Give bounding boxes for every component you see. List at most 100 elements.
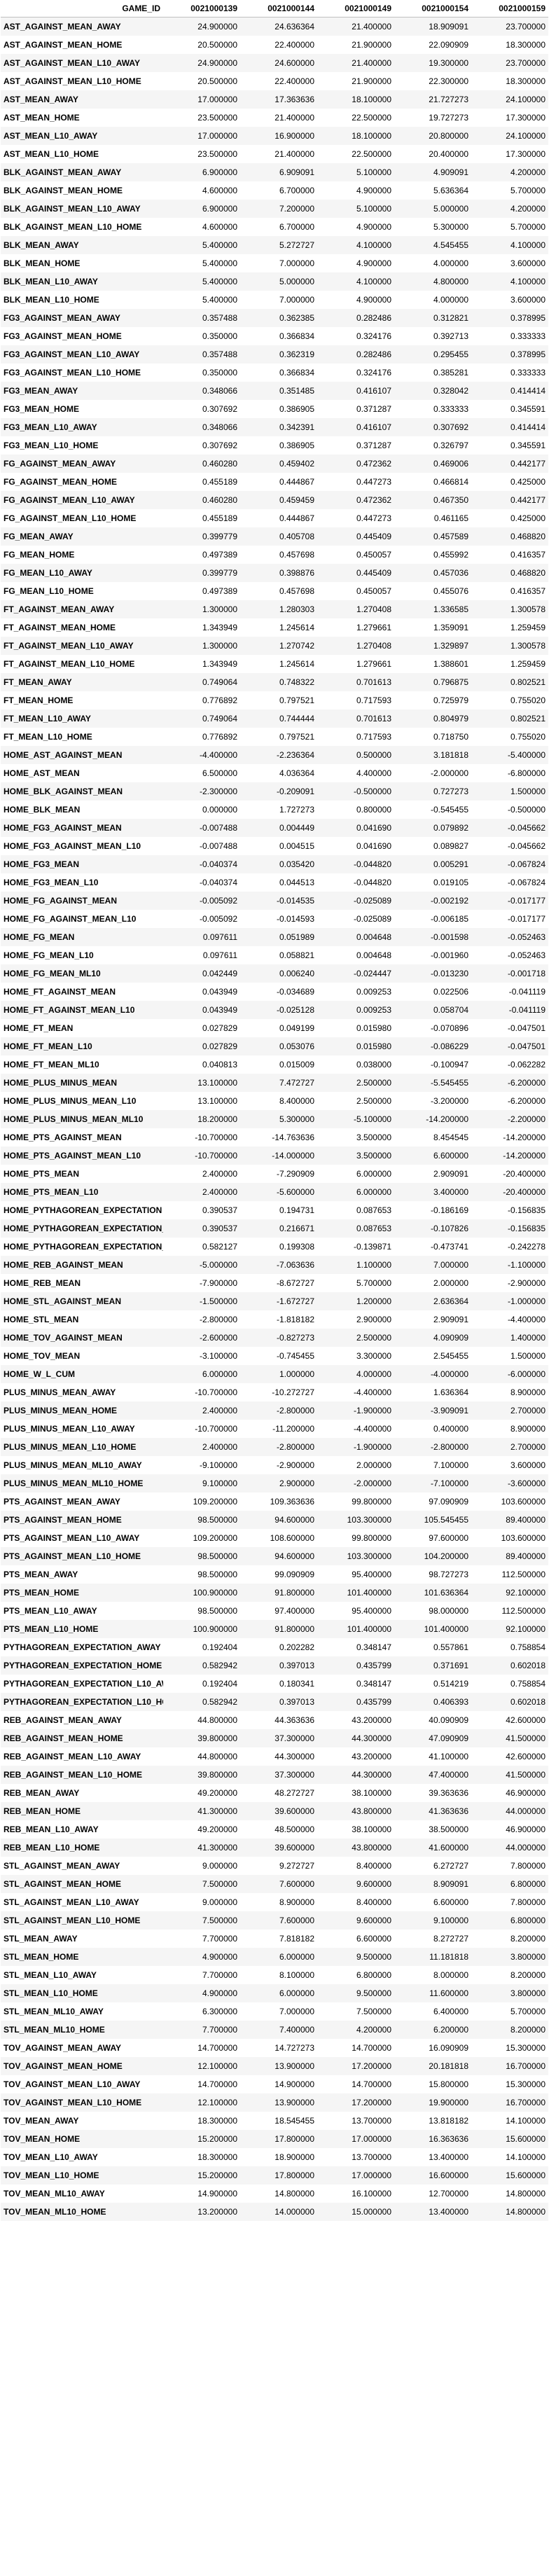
table-cell: 5.000000 [433, 204, 468, 214]
table-cell: 0.015980 [356, 1041, 391, 1051]
table-cell: 0.416357 [510, 550, 545, 560]
table-cell: 17.800000 [274, 2170, 314, 2180]
table-cell: 1.400000 [510, 1333, 545, 1343]
table-cell: 46.900000 [506, 1824, 545, 1834]
table-cell: 47.400000 [429, 1770, 468, 1780]
table-cell: 14.700000 [352, 2043, 391, 2053]
table-cell: 0.416107 [356, 386, 391, 396]
table-cell: 0.455076 [433, 586, 468, 596]
table-row: HOME_STL_MEAN -2.800000 -1.818182 2.900000 2… [1, 1310, 548, 1329]
table-row: HOME_PYTHAGOREAN_EXPECTATION 0.390537 0.19… [1, 1201, 548, 1219]
table-cell: 1.200000 [356, 1296, 391, 1306]
row-label: FG3_AGAINST_MEAN_L10_HOME [4, 368, 141, 378]
table-cell: 0.755020 [510, 732, 545, 742]
table-cell: -1.900000 [353, 1406, 391, 1415]
row-label: AST_MEAN_L10_AWAY [4, 131, 98, 141]
table-cell: 0.202282 [279, 1642, 314, 1652]
table-cell: 24.636364 [274, 22, 314, 32]
column-header: 0021000154 [394, 0, 471, 18]
table-cell: 0.027829 [202, 1041, 237, 1051]
table-row: HOME_FT_AGAINST_MEAN_L10 0.043949 -0.02512… [1, 1001, 548, 1019]
table-cell: -2.200000 [507, 1114, 545, 1124]
table-cell: -14.200000 [503, 1133, 545, 1142]
table-cell: 9.100000 [202, 1479, 237, 1488]
table-cell: 6.800000 [510, 1879, 545, 1889]
table-cell: 0.472362 [356, 459, 391, 469]
table-cell: 20.800000 [429, 131, 468, 141]
table-cell: -0.086229 [430, 1041, 468, 1051]
row-label: REB_AGAINST_MEAN_L10_AWAY [4, 1752, 141, 1761]
table-cell: -0.002192 [430, 896, 468, 906]
table-cell: -0.005092 [199, 914, 237, 924]
table-cell: 17.363636 [274, 95, 314, 104]
table-row: FT_AGAINST_MEAN_HOME 1.343949 1.245614 1.27… [1, 618, 548, 637]
table-cell: 0.004515 [279, 841, 314, 851]
table-cell: 3.400000 [433, 1187, 468, 1197]
table-cell: 6.800000 [510, 1916, 545, 1925]
table-row: FT_MEAN_HOME 0.776892 0.797521 0.717593 0.72… [1, 691, 548, 709]
table-cell: 0.472362 [356, 495, 391, 505]
table-cell: 22.400000 [274, 76, 314, 86]
table-cell: 0.192404 [202, 1679, 237, 1689]
table-cell: 4.909091 [433, 167, 468, 177]
table-cell: 0.044513 [279, 878, 314, 887]
table-cell: 44.800000 [197, 1752, 237, 1761]
table-row: HOME_AST_MEAN 6.500000 4.036364 4.400000 -2.… [1, 764, 548, 782]
table-cell: 0.497389 [202, 586, 237, 596]
table-cell: 13.100000 [197, 1096, 237, 1106]
table-cell: -0.473741 [430, 1242, 468, 1252]
table-cell: 17.200000 [352, 2061, 391, 2071]
table-cell: 2.000000 [433, 1278, 468, 1288]
table-cell: -2.900000 [276, 1460, 314, 1470]
table-cell: 19.300000 [429, 58, 468, 68]
table-row: HOME_PTS_MEAN 2.400000 -7.290909 6.000000 2.… [1, 1165, 548, 1183]
table-cell: 1.636364 [433, 1387, 468, 1397]
table-cell: 0.345591 [510, 441, 545, 450]
table-cell: 0.602018 [510, 1661, 545, 1670]
table-cell: 22.500000 [352, 149, 391, 159]
table-cell: 109.200000 [193, 1497, 237, 1507]
table-cell: 18.909091 [429, 22, 468, 32]
table-cell: 0.087653 [356, 1224, 391, 1233]
table-cell: 6.909091 [279, 167, 314, 177]
table-cell: 11.181818 [429, 1952, 468, 1962]
table-cell: -0.014593 [276, 914, 314, 924]
table-cell: -0.242278 [507, 1242, 545, 1252]
table-cell: 0.079892 [433, 823, 468, 833]
table-row: STL_MEAN_ML10_AWAY 6.300000 7.000000 7.5000… [1, 2002, 548, 2021]
row-label: HOME_FT_MEAN_ML10 [4, 1060, 99, 1069]
table-cell: 95.400000 [352, 1570, 391, 1579]
table-cell: 0.328042 [433, 386, 468, 396]
table-cell: 48.500000 [274, 1824, 314, 1834]
table-cell: 4.600000 [202, 222, 237, 232]
table-cell: 14.900000 [197, 2189, 237, 2198]
table-cell: 44.300000 [352, 1733, 391, 1743]
table-cell: 0.015980 [356, 1023, 391, 1033]
table-cell: 23.500000 [197, 113, 237, 123]
table-cell: 0.004449 [279, 823, 314, 833]
table-row: TOV_MEAN_ML10_AWAY 14.900000 14.800000 16.1… [1, 2184, 548, 2203]
table-cell: 0.097611 [202, 950, 237, 960]
row-label: PTS_AGAINST_MEAN_L10_AWAY [4, 1533, 140, 1543]
table-cell: 97.090909 [429, 1497, 468, 1507]
table-cell: 14.100000 [506, 2116, 545, 2126]
table-cell: 0.727273 [433, 787, 468, 796]
row-label: FT_AGAINST_MEAN_L10_AWAY [4, 641, 134, 651]
table-cell: -2.600000 [199, 1333, 237, 1343]
row-label: PLUS_MINUS_MEAN_ML10_HOME [4, 1479, 144, 1488]
table-cell: 0.282486 [356, 313, 391, 323]
row-label: STL_AGAINST_MEAN_AWAY [4, 1861, 120, 1871]
table-cell: 7.200000 [279, 204, 314, 214]
table-cell: 19.727273 [429, 113, 468, 123]
table-cell: -0.156835 [507, 1205, 545, 1215]
table-cell: 0.386905 [279, 404, 314, 414]
table-cell: 6.000000 [356, 1169, 391, 1179]
row-label: BLK_AGAINST_MEAN_AWAY [4, 167, 122, 177]
table-cell: 0.414414 [510, 386, 545, 396]
table-cell: 2.700000 [510, 1442, 545, 1452]
table-row: STL_MEAN_L10_AWAY 7.700000 8.100000 6.80000… [1, 1966, 548, 1984]
row-label: TOV_MEAN_AWAY [4, 2116, 79, 2126]
table-cell: 24.900000 [197, 22, 237, 32]
table-cell: 41.100000 [429, 1752, 468, 1761]
table-cell: 7.400000 [279, 2025, 314, 2035]
